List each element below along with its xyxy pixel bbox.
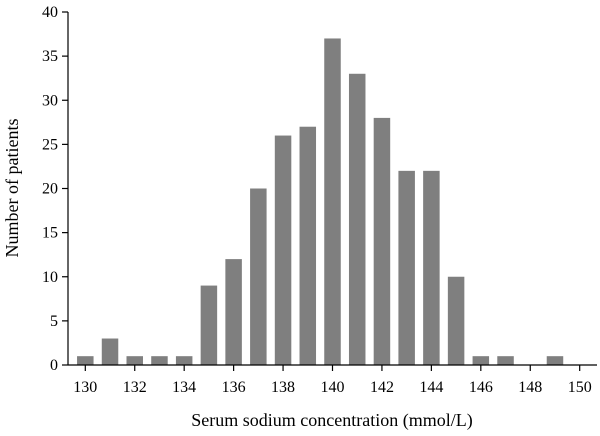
x-tick-label-142: 142 [370, 379, 394, 396]
y-tick-label-0: 0 [50, 357, 58, 374]
y-tick-label-30: 30 [42, 92, 58, 109]
bar-130 [77, 356, 94, 365]
bar-139 [299, 126, 317, 365]
y-tick-label-15: 15 [42, 225, 58, 242]
bar-141 [348, 73, 366, 365]
bar-146 [472, 356, 490, 365]
x-tick-label-140: 140 [321, 379, 345, 396]
x-tick-label-144: 144 [419, 379, 443, 396]
x-axis-ticks: 130 132 134 136 138 140 142 144 146 148 150 [73, 365, 592, 396]
bar-149 [546, 356, 564, 365]
bars-group [77, 38, 564, 366]
y-axis-title: Number of patients [2, 119, 22, 258]
x-tick-label-146: 146 [469, 379, 493, 396]
bar-144 [423, 170, 440, 365]
y-tick-label-10: 10 [42, 269, 58, 286]
x-tick-label-150: 150 [568, 379, 592, 396]
bar-140 [324, 38, 341, 365]
y-tick-label-20: 20 [42, 181, 58, 198]
x-tick-label-130: 130 [73, 379, 97, 396]
y-tick-label-25: 25 [42, 136, 58, 153]
y-axis-ticks: 0 5 10 15 20 25 30 35 40 [42, 4, 68, 374]
bar-147 [497, 356, 514, 365]
bar-137 [250, 188, 267, 365]
x-tick-label-138: 138 [271, 379, 295, 396]
bar-131 [101, 338, 119, 365]
bar-142 [373, 117, 391, 366]
bar-135 [200, 285, 218, 365]
x-tick-label-134: 134 [172, 379, 196, 396]
bar-133 [151, 356, 168, 365]
y-tick-label-40: 40 [42, 4, 58, 21]
bar-134 [175, 356, 193, 365]
x-axis-title: Serum sodium concentration (mmol/L) [191, 410, 472, 431]
bar-145 [447, 276, 465, 365]
y-tick-label-5: 5 [50, 313, 58, 330]
bar-143 [398, 170, 415, 365]
x-tick-label-132: 132 [123, 379, 147, 396]
x-tick-label-136: 136 [222, 379, 246, 396]
bar-138 [274, 135, 292, 365]
x-tick-label-148: 148 [518, 379, 542, 396]
bar-136 [225, 259, 242, 365]
bar-132 [126, 356, 143, 365]
y-tick-label-35: 35 [42, 48, 58, 65]
